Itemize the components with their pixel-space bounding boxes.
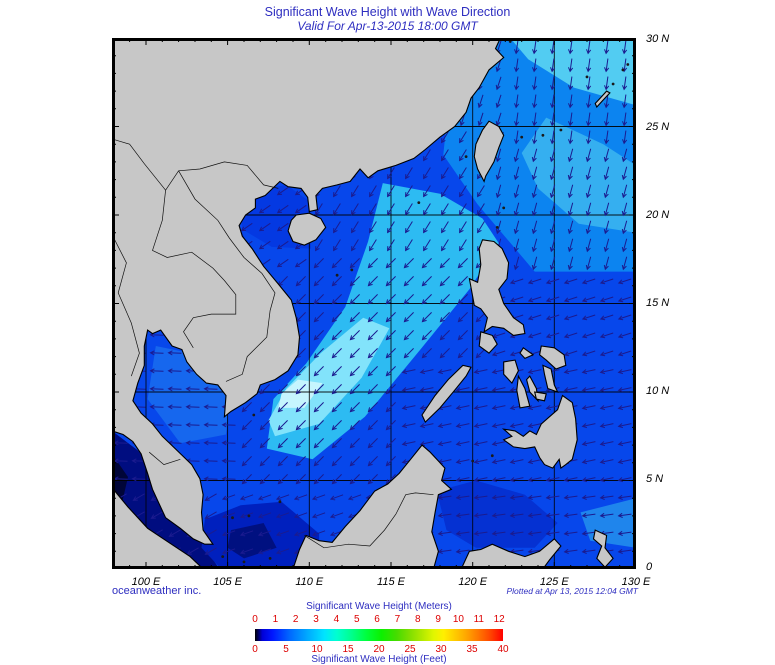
small-island — [611, 82, 615, 86]
feet-tick-label: 30 — [435, 644, 447, 655]
island — [516, 374, 531, 409]
feet-tick-label: 20 — [373, 644, 385, 655]
island — [519, 347, 535, 360]
meters-tick-label: 12 — [493, 614, 505, 625]
map-frame — [112, 38, 636, 569]
meters-tick-label: 4 — [333, 614, 340, 625]
oceanweather-credit: oceanweather inc. — [112, 585, 202, 597]
lon-tick-label: 110 E — [295, 576, 324, 588]
map-valid-time: Valid For Apr-13-2015 18:00 GMT — [297, 19, 478, 33]
lat-tick-label: 15 N — [646, 296, 670, 309]
small-island — [541, 133, 545, 137]
small-island — [626, 63, 630, 66]
lon-tick-label: 125 E — [539, 576, 569, 588]
island — [468, 239, 526, 336]
feet-tick-label: 15 — [342, 644, 354, 655]
feet-tick-label: 35 — [466, 644, 478, 655]
lon-tick-label: 105 E — [213, 576, 242, 588]
meters-tick-label: 8 — [414, 614, 421, 625]
legend-feet-title: Significant Wave Height (Feet) — [311, 654, 447, 665]
island — [594, 90, 611, 108]
small-island — [242, 560, 246, 564]
wave-height-map — [111, 37, 636, 570]
feet-tick-label: 0 — [252, 644, 258, 655]
small-island — [520, 135, 524, 139]
meters-tick-label: 2 — [292, 614, 299, 625]
meters-tick-label: 3 — [313, 614, 319, 625]
lon-tick-label: 130 E — [621, 576, 651, 588]
feet-tick-label: 40 — [497, 644, 509, 655]
lat-tick-label: 25 N — [646, 120, 670, 133]
meters-tick-label: 11 — [473, 614, 484, 625]
lon-tick-label: 120 E — [458, 576, 488, 588]
country-border — [111, 234, 140, 377]
lat-tick-label: 20 N — [646, 208, 670, 221]
small-island — [231, 516, 234, 520]
island — [533, 391, 547, 402]
country-border — [111, 138, 279, 191]
country-border — [178, 170, 276, 382]
meters-tick-label: 6 — [374, 614, 380, 625]
island — [292, 444, 453, 570]
meters-tick-label: 5 — [353, 614, 360, 625]
feet-tick-label: 10 — [311, 644, 323, 655]
island — [473, 120, 505, 183]
island — [421, 364, 472, 424]
small-island — [350, 268, 354, 272]
small-island — [559, 128, 563, 132]
wave-height-colorbar — [255, 629, 503, 641]
feet-tick-label: 5 — [283, 644, 289, 655]
country-border — [304, 492, 434, 549]
island — [287, 212, 327, 246]
small-island — [464, 155, 468, 158]
lon-tick-label: 100 E — [131, 576, 161, 588]
country-border — [148, 451, 181, 465]
small-island — [417, 201, 421, 205]
small-island — [490, 454, 494, 458]
lat-tick-label: 0 — [646, 560, 653, 573]
island — [538, 345, 567, 370]
legend-meters-title: Significant Wave Height (Meters) — [306, 601, 452, 612]
small-island — [268, 557, 272, 560]
meters-tick-label: 10 — [452, 614, 464, 625]
small-island — [495, 226, 499, 229]
map-title: Significant Wave Height with Wave Direct… — [264, 5, 511, 19]
asia-mainland — [111, 37, 505, 545]
small-island — [252, 413, 256, 417]
plotted-timestamp: Plotted at Apr 13, 2015 12:04 GMT — [506, 586, 638, 596]
small-island — [247, 514, 251, 518]
small-island — [502, 206, 506, 210]
meters-tick-label: 9 — [435, 614, 441, 625]
wave-map-canvas — [111, 37, 636, 570]
island — [501, 394, 578, 470]
small-island — [621, 68, 625, 72]
small-island — [335, 273, 339, 277]
feet-tick-label: 25 — [404, 644, 416, 655]
island — [460, 538, 562, 570]
small-island — [221, 555, 225, 558]
meters-tick-label: 0 — [252, 614, 258, 625]
meters-tick-label: 1 — [272, 614, 279, 625]
meters-tick-label: 7 — [394, 614, 401, 625]
lat-tick-label: 30 N — [646, 32, 670, 45]
island — [478, 331, 498, 354]
lon-tick-label: 115 E — [377, 576, 405, 588]
small-island — [471, 459, 475, 463]
lat-tick-label: 10 N — [646, 384, 670, 397]
island — [503, 359, 519, 385]
country-border — [152, 190, 237, 348]
lat-tick-label: 5 N — [646, 472, 664, 485]
small-island — [585, 75, 589, 79]
island — [542, 364, 559, 393]
small-island — [278, 500, 282, 504]
